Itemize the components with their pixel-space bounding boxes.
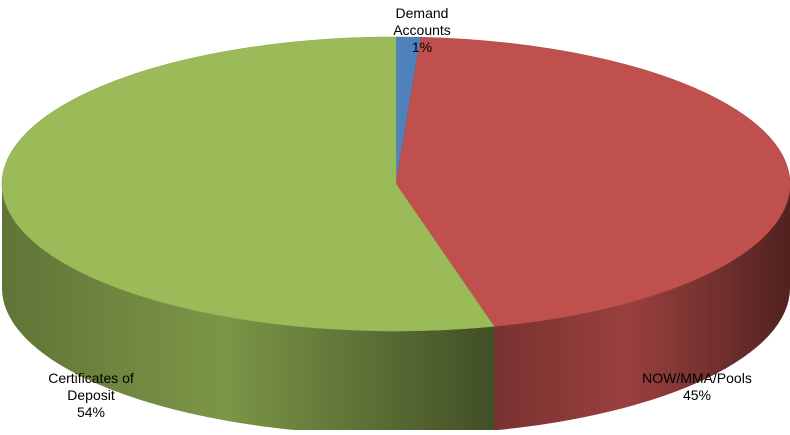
pie-label-certificates-of-deposit: Certificates of Deposit 54%: [48, 370, 134, 420]
pie-label-line: Certificates of: [48, 370, 134, 386]
pie-label-line: Demand: [396, 5, 449, 21]
pie-slice-now-mma-pools: [395, 36, 790, 327]
pie-slice-certificates-of-deposit: [1, 36, 495, 332]
pie-label-line: Accounts: [393, 22, 451, 38]
pie-label-line: Deposit: [67, 387, 115, 403]
pie-label-line: NOW/MMA/Pools: [642, 370, 752, 386]
pie-label-line: 54%: [77, 404, 105, 420]
pie-side-certificates-of-deposit: [2, 184, 494, 435]
pie-label-line: 45%: [683, 387, 711, 403]
pie-label-line: 1%: [412, 39, 432, 55]
pie-side-now-mma-pools: [493, 184, 790, 431]
pie-label-now-mma-pools: NOW/MMA/Pools 45%: [642, 370, 752, 403]
pie-label-demand-accounts: Demand Accounts 1%: [393, 5, 451, 55]
